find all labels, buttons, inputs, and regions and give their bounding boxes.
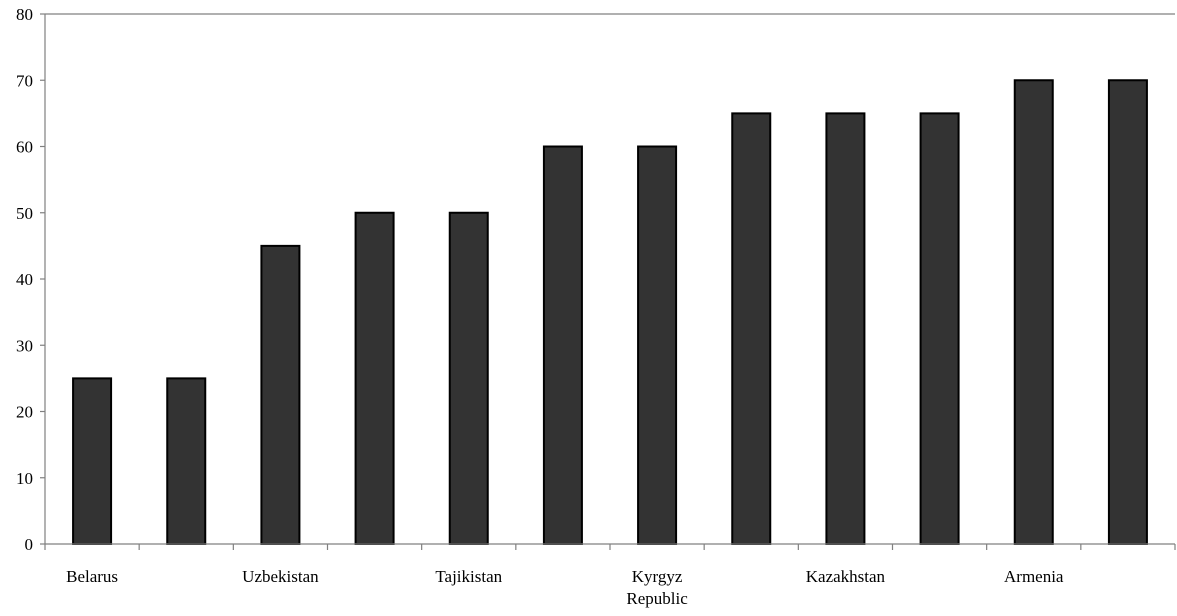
x-tick-label: Kazakhstan	[806, 567, 886, 586]
y-tick-label: 60	[16, 138, 33, 157]
y-axis-ticks: 0 10 20 30 40 50 60 70 80	[16, 5, 45, 554]
bar	[72, 377, 113, 545]
y-tick-label: 40	[16, 270, 33, 289]
bar	[1107, 79, 1148, 545]
x-tick-label: Kyrgyz	[632, 567, 683, 586]
x-axis-ticks	[44, 544, 1176, 550]
bars	[72, 79, 1148, 545]
x-tick-label: Armenia	[1004, 567, 1064, 586]
bar	[637, 145, 678, 545]
y-tick-label: 70	[16, 71, 33, 90]
x-tick-label: Republic	[626, 589, 688, 608]
bar	[542, 145, 583, 545]
y-tick-label: 50	[16, 204, 33, 223]
bar	[260, 244, 301, 545]
y-tick-label: 10	[16, 469, 33, 488]
bar	[919, 112, 960, 545]
bar	[166, 377, 207, 545]
bar	[1013, 79, 1054, 545]
x-axis-labels: Belarus Uzbekistan Tajikistan Kyrgyz Republi…	[66, 567, 1064, 608]
bar	[354, 211, 395, 545]
bar	[448, 211, 489, 545]
x-tick-label: Belarus	[66, 567, 118, 586]
y-tick-label: 20	[16, 403, 33, 422]
bar	[825, 112, 866, 545]
x-tick-label: Tajikistan	[435, 567, 502, 586]
y-tick-label: 80	[16, 5, 33, 24]
y-tick-label: 30	[16, 336, 33, 355]
bar	[731, 112, 772, 545]
x-tick-label: Uzbekistan	[242, 567, 319, 586]
y-tick-label: 0	[25, 535, 34, 554]
